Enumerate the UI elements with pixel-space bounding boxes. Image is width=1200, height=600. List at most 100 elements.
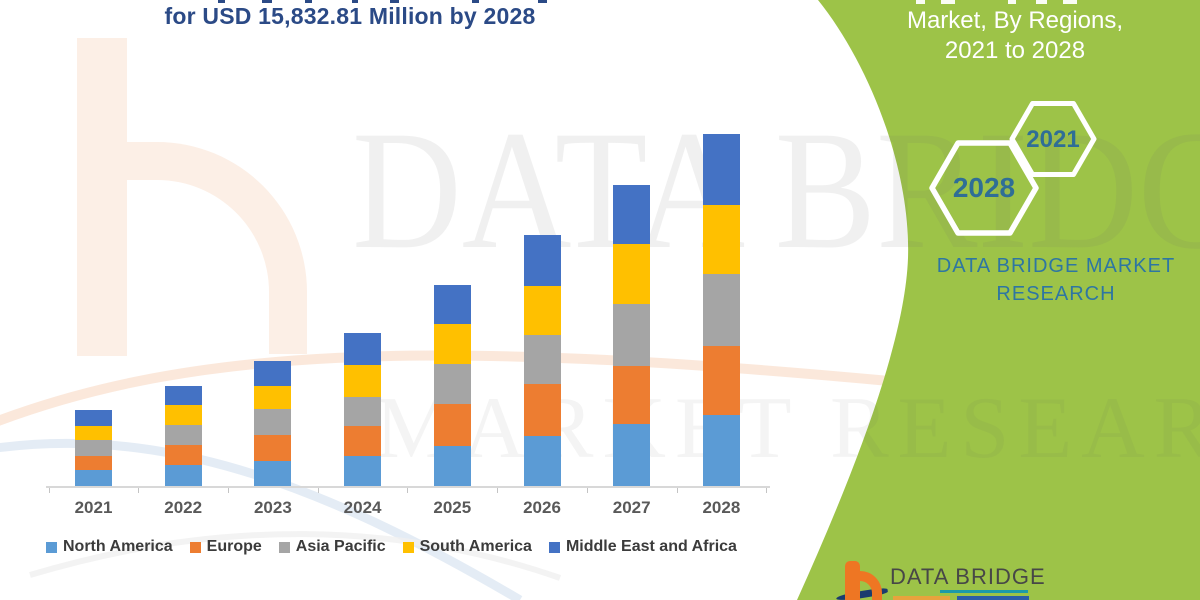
hexagon-2021-icon: [1009, 101, 1097, 177]
bar-segment: [433, 445, 471, 486]
bar-segment: [702, 273, 740, 346]
axis-tick: [48, 488, 50, 493]
bar-segment: [254, 435, 292, 461]
side-panel-title: Market, By Regions, 2021 to 2028: [870, 6, 1160, 66]
legend-swatch-icon: [46, 541, 57, 553]
year-hexagons: 2021 2028: [929, 101, 1097, 236]
clipped-footer-text: [957, 596, 1029, 600]
legend-label: North America: [63, 538, 173, 555]
legend-item: North America: [46, 538, 173, 556]
bar-segment: [702, 134, 740, 205]
bar-segment: [164, 445, 202, 465]
legend-item: Middle East and Africa: [548, 538, 737, 556]
bar-segment: [254, 360, 292, 386]
bar-segment: [702, 205, 740, 274]
bar-segment: [75, 455, 112, 471]
bar-segment: [433, 403, 471, 446]
bar-segment: [254, 460, 292, 486]
bar-segment: [254, 386, 292, 410]
bar-segment: [344, 425, 382, 456]
bar-segment: [344, 396, 382, 426]
bar-segment: [613, 244, 651, 304]
axis-tick: [228, 488, 230, 493]
legend-item: Europe: [189, 538, 262, 556]
x-axis-label: 2028: [702, 498, 741, 517]
x-axis-label: 2025: [433, 498, 472, 517]
x-axis-line: [46, 486, 770, 488]
legend-swatch-icon: [402, 541, 414, 553]
clipped-title-fragment: [1008, 0, 1016, 4]
clipped-title-fragment: [916, 0, 925, 4]
bar-segment: [164, 425, 202, 446]
bar-segment: [75, 409, 112, 426]
clipped-title-fragment: [1036, 0, 1047, 4]
x-axis-label: 2022: [164, 498, 203, 517]
legend-label: Europe: [206, 538, 262, 555]
x-axis-label: 2021: [74, 498, 113, 517]
clipped-title-fragment: [390, 0, 399, 3]
legend-swatch-icon: [278, 541, 290, 553]
clipped-title-fragment: [262, 0, 272, 3]
clipped-title-fragment: [538, 0, 547, 3]
bar-segment: [164, 385, 202, 406]
bar-segment: [523, 436, 561, 486]
chart-legend: North America Europe Asia Pacific South Ame…: [46, 538, 737, 556]
axis-tick: [676, 488, 678, 493]
bar-segment: [523, 235, 561, 287]
clipped-title-fragment: [1063, 0, 1077, 4]
bar-segment: [433, 324, 471, 365]
brand-text: DATA BRIDGE MARKET RESEARCH: [925, 252, 1187, 308]
bar-segment: [613, 303, 651, 366]
x-axis-label: 2027: [612, 498, 651, 517]
bar-segment: [344, 455, 382, 486]
axis-tick: [138, 488, 140, 493]
clipped-title-fragment: [941, 0, 955, 4]
bar-segment: [613, 424, 651, 486]
footer-brand-name: DATA BRIDGE: [890, 564, 1046, 589]
clipped-title-fragment: [305, 0, 312, 3]
axis-tick: [766, 488, 768, 493]
axis-tick: [586, 488, 588, 493]
hexagon-2028-icon: [929, 140, 1039, 236]
bar-segment: [523, 335, 561, 385]
bar-segment: [75, 440, 112, 456]
watermark-text-line2: MARKET RESEARCH: [375, 380, 1200, 477]
x-axis-label: 2026: [523, 498, 561, 517]
legend-label: Middle East and Africa: [565, 538, 737, 555]
x-axis-label: 2024: [343, 498, 382, 517]
clipped-title-fragment: [472, 0, 479, 3]
watermark-text-line1: DATA BRIDGE: [352, 95, 1200, 284]
legend-swatch-icon: [548, 541, 560, 553]
clipped-footer-text: [893, 596, 950, 600]
legend-label: Asia Pacific: [295, 538, 386, 555]
bar-segment: [164, 465, 202, 486]
x-axis-label: 2023: [253, 498, 292, 517]
legend-item: South America: [402, 538, 532, 556]
bar-segment: [75, 425, 112, 441]
axis-tick: [317, 488, 319, 493]
legend-label: South America: [419, 538, 532, 555]
clipped-title-fragment: [218, 0, 225, 3]
axis-tick: [407, 488, 409, 493]
bar-segment: [254, 409, 292, 435]
bar-segment: [523, 384, 561, 436]
clipped-title-fragment: [352, 0, 358, 3]
bar-segment: [702, 415, 740, 486]
bar-segment: [344, 333, 382, 365]
side-panel-title-line2: 2021 to 2028: [944, 37, 1086, 64]
bar-segment: [75, 470, 112, 486]
hexagon-2021-label: 2021: [1026, 126, 1079, 153]
bar-segment: [433, 285, 471, 325]
bar-segment: [702, 346, 740, 416]
footer-logo-b-icon: [845, 561, 860, 600]
footer-brand-underline: [940, 590, 1028, 593]
bar-segment: [344, 364, 382, 397]
bar-segment: [613, 185, 651, 245]
legend-item: Asia Pacific: [278, 538, 386, 556]
bar-segment: [164, 405, 202, 426]
hexagon-2028-label: 2028: [953, 172, 1015, 203]
bar-segment: [613, 365, 651, 425]
watermark-logo-b-stem-icon: [77, 38, 127, 356]
